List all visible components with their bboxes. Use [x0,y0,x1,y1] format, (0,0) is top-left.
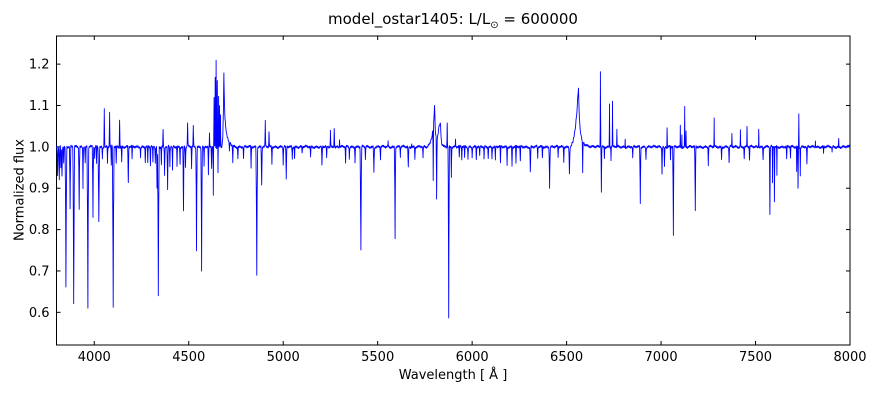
x-tick-label: 4000 [78,350,111,365]
plot-border [56,35,851,346]
x-tick-label: 6000 [456,350,489,365]
x-axis-label: Wavelength [ Å ] [398,368,508,383]
y-tick-label: 1.2 [29,58,50,73]
y-tick-label: 0.7 [29,264,50,279]
y-tick-label: 1.1 [29,99,50,114]
x-tick-label: 5500 [361,350,394,365]
x-tick-label: 6500 [550,350,583,365]
title-sun-symbol: ⊙ [490,20,499,31]
x-tick-label: 8000 [833,350,866,365]
title-suffix: = 600000 [498,10,578,28]
spectrum-line [56,59,851,319]
x-tick-label: 4500 [172,350,205,365]
x-tick-label: 7500 [739,350,772,365]
y-tick-label: 1.0 [29,140,50,155]
y-tick-label: 0.8 [29,223,50,238]
y-axis-label: Normalized flux [12,139,28,241]
x-tick-label: 5000 [267,350,300,365]
x-tick-label: 7000 [645,350,678,365]
y-tick-label: 0.9 [29,182,50,197]
title-prefix: model_ostar1405: L/L [328,10,491,28]
figure-title: model_ostar1405: L/L⊙ = 600000 [328,10,578,31]
y-tick-label: 0.6 [29,306,50,321]
